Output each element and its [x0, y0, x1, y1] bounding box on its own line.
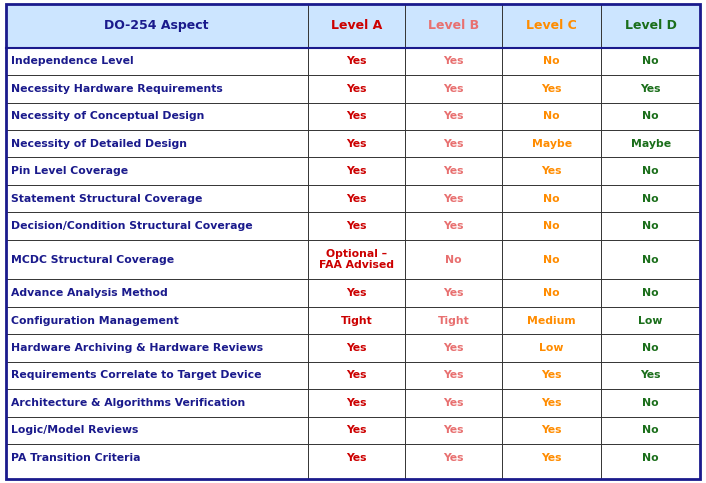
Text: Yes: Yes [542, 453, 562, 463]
Text: Requirements Correlate to Target Device: Requirements Correlate to Target Device [11, 370, 262, 381]
Text: Yes: Yes [443, 370, 464, 381]
Text: Yes: Yes [443, 139, 464, 149]
Text: Low: Low [539, 343, 564, 353]
Text: Yes: Yes [346, 426, 366, 435]
Text: PA Transition Criteria: PA Transition Criteria [11, 453, 140, 463]
Text: Yes: Yes [443, 221, 464, 231]
Text: MCDC Structural Coverage: MCDC Structural Coverage [11, 255, 174, 265]
Bar [6, 334, 700, 362]
Text: No: No [642, 343, 659, 353]
Text: Yes: Yes [542, 398, 562, 408]
Text: Yes: Yes [346, 139, 366, 149]
Text: Yes: Yes [346, 398, 366, 408]
Bar [6, 4, 700, 48]
Text: Yes: Yes [542, 84, 562, 94]
Text: No: No [544, 194, 560, 204]
Text: Yes: Yes [346, 111, 366, 121]
Text: Medium: Medium [527, 315, 576, 326]
Text: No: No [642, 453, 659, 463]
Bar [6, 157, 700, 185]
Text: Yes: Yes [346, 166, 366, 176]
Text: Yes: Yes [346, 57, 366, 66]
Text: Yes: Yes [443, 426, 464, 435]
Text: No: No [642, 398, 659, 408]
Text: Level C: Level C [526, 19, 577, 32]
Text: Statement Structural Coverage: Statement Structural Coverage [11, 194, 203, 204]
Text: Optional –
FAA Advised: Optional – FAA Advised [319, 249, 394, 270]
Text: Architecture & Algorithms Verification: Architecture & Algorithms Verification [11, 398, 246, 408]
Text: Yes: Yes [443, 194, 464, 204]
Text: Tight: Tight [340, 315, 372, 326]
Text: Yes: Yes [346, 453, 366, 463]
Text: Yes: Yes [443, 398, 464, 408]
Bar [6, 102, 700, 130]
Text: No: No [445, 255, 462, 265]
Text: Logic/Model Reviews: Logic/Model Reviews [11, 426, 138, 435]
Text: No: No [642, 426, 659, 435]
Text: Yes: Yes [542, 426, 562, 435]
Bar [6, 279, 700, 307]
Text: Yes: Yes [542, 370, 562, 381]
Text: Yes: Yes [443, 166, 464, 176]
Text: Yes: Yes [346, 84, 366, 94]
Text: No: No [544, 57, 560, 66]
Text: Maybe: Maybe [532, 139, 572, 149]
Text: No: No [642, 221, 659, 231]
Text: Yes: Yes [346, 221, 366, 231]
Text: No: No [642, 194, 659, 204]
Text: Independence Level: Independence Level [11, 57, 134, 66]
Text: No: No [642, 57, 659, 66]
Text: No: No [544, 111, 560, 121]
Bar [6, 75, 700, 102]
Text: DO-254 Aspect: DO-254 Aspect [104, 19, 209, 32]
Text: Yes: Yes [346, 194, 366, 204]
Text: Necessity Hardware Requirements: Necessity Hardware Requirements [11, 84, 223, 94]
Bar [6, 444, 700, 471]
Bar [6, 48, 700, 75]
Text: No: No [642, 111, 659, 121]
Text: Maybe: Maybe [630, 139, 671, 149]
Bar [6, 185, 700, 213]
Text: Necessity of Detailed Design: Necessity of Detailed Design [11, 139, 187, 149]
Text: Tight: Tight [438, 315, 469, 326]
Bar [6, 362, 700, 389]
Text: Yes: Yes [443, 111, 464, 121]
Bar [6, 417, 700, 444]
Text: No: No [544, 255, 560, 265]
Text: Yes: Yes [443, 453, 464, 463]
Bar [6, 240, 700, 279]
Text: No: No [544, 288, 560, 298]
Text: Yes: Yes [346, 288, 366, 298]
Bar [6, 213, 700, 240]
Text: Hardware Archiving & Hardware Reviews: Hardware Archiving & Hardware Reviews [11, 343, 263, 353]
Bar [6, 307, 700, 334]
Text: Yes: Yes [640, 84, 661, 94]
Text: No: No [642, 166, 659, 176]
Bar [6, 389, 700, 417]
Text: No: No [544, 221, 560, 231]
Text: Necessity of Conceptual Design: Necessity of Conceptual Design [11, 111, 205, 121]
Text: Level D: Level D [625, 19, 676, 32]
Text: No: No [642, 288, 659, 298]
Text: Decision/Condition Structural Coverage: Decision/Condition Structural Coverage [11, 221, 253, 231]
Text: Level B: Level B [428, 19, 479, 32]
Text: No: No [642, 255, 659, 265]
Text: Yes: Yes [542, 166, 562, 176]
Text: Advance Analysis Method: Advance Analysis Method [11, 288, 168, 298]
Text: Yes: Yes [640, 370, 661, 381]
Bar [6, 130, 700, 157]
Text: Yes: Yes [346, 370, 366, 381]
Text: Configuration Management: Configuration Management [11, 315, 179, 326]
Text: Yes: Yes [443, 343, 464, 353]
Text: Pin Level Coverage: Pin Level Coverage [11, 166, 128, 176]
Text: Yes: Yes [443, 84, 464, 94]
Text: Low: Low [638, 315, 663, 326]
Text: Level A: Level A [331, 19, 382, 32]
Text: Yes: Yes [443, 288, 464, 298]
Text: Yes: Yes [443, 57, 464, 66]
Text: Yes: Yes [346, 343, 366, 353]
